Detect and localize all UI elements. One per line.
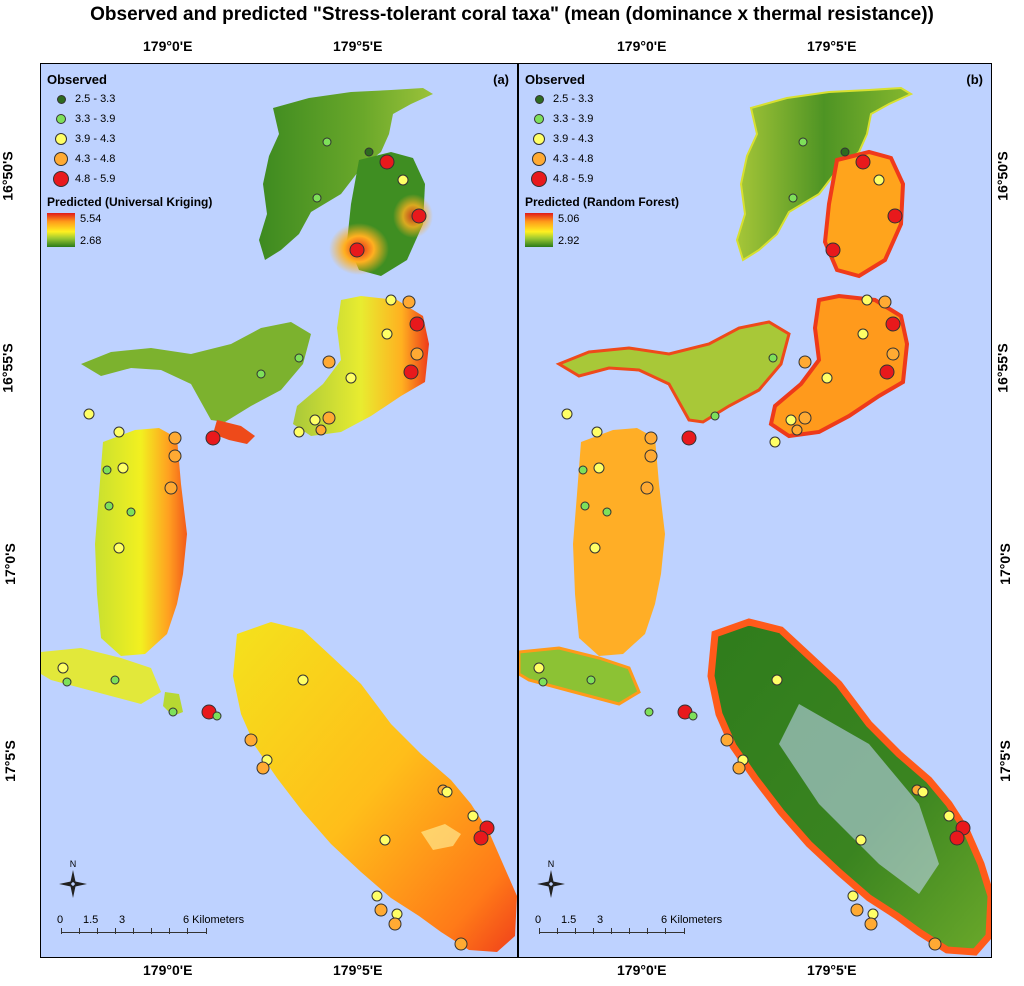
lon-tick-a1-bottom: 179°0'E [143,962,193,978]
scale-bar: 0 1.5 3 6 Kilometers [535,914,725,944]
north-label: N [70,859,77,869]
dot-icon [56,114,66,124]
dot-icon [53,171,69,187]
legend-class-2: 3.3 - 3.9 [47,109,212,129]
legend-b: Observed 2.5 - 3.3 3.3 - 3.9 3.9 - 4.3 4… [525,72,679,247]
dot-icon [533,133,545,145]
panel-letter: (a) [493,72,509,87]
lat-tick-left-2: 16°55'S [0,343,16,393]
lat-tick-left-4: 17°5'S [1,740,18,782]
dot-icon [534,94,544,104]
dot-icon [534,114,544,124]
lon-tick-a1-top: 179°0'E [143,38,193,54]
legend-class-1: 2.5 - 3.3 [47,89,212,109]
ramp-max: 5.06 [558,213,580,225]
legend-observed-title: Observed [525,72,585,87]
dot-icon [56,94,66,104]
dot-icon [54,152,68,166]
legend-predicted-title: Predicted (Random Forest) [525,195,680,209]
map-panel-a: Observed 2.5 - 3.3 3.3 - 3.9 3.9 - 4.3 4… [40,63,518,958]
color-ramp-bar [525,213,553,247]
lat-tick-left-3: 17°0'S [1,543,18,585]
ramp-min: 2.92 [558,235,580,247]
north-label: N [548,859,555,869]
legend-class-3: 3.9 - 4.3 [525,129,679,149]
lat-tick-right-3: 17°0'S [996,543,1013,585]
color-ramp-bar [47,213,75,247]
map-title: Observed and predicted "Stress-tolerant … [90,4,934,25]
dot-icon [532,152,546,166]
legend-class-5: 4.8 - 5.9 [47,169,212,189]
north-arrow-icon: N [59,859,87,898]
lon-tick-a2-top: 179°5'E [333,38,383,54]
lat-tick-right-2: 16°55'S [994,343,1011,393]
ramp-max: 5.54 [80,213,102,225]
legend-class-4: 4.3 - 4.8 [47,149,212,169]
legend-class-4: 4.3 - 4.8 [525,149,679,169]
lon-tick-b1-top: 179°0'E [617,38,667,54]
ramp-min: 2.68 [80,235,102,247]
panel-letter: (b) [966,72,983,87]
prediction-map-random-forest [519,86,991,956]
legend-a: Observed 2.5 - 3.3 3.3 - 3.9 3.9 - 4.3 4… [47,72,212,247]
dot-icon [55,133,67,145]
observed-points-b [533,137,971,951]
lat-tick-right-1: 16°50'S [994,151,1011,201]
lon-tick-b1-bottom: 179°0'E [617,962,667,978]
lat-tick-left-1: 16°50'S [0,151,16,201]
dot-icon [531,171,547,187]
map-panel-b: Observed 2.5 - 3.3 3.3 - 3.9 3.9 - 4.3 4… [518,63,992,958]
legend-class-2: 3.3 - 3.9 [525,109,679,129]
lon-tick-a2-bottom: 179°5'E [333,962,383,978]
scale-bar: 0 1.5 3 6 Kilometers [57,914,247,944]
lon-tick-b2-top: 179°5'E [807,38,857,54]
color-ramp: 5.06 2.92 [525,213,679,247]
observed-points-a [57,137,495,951]
legend-class-3: 3.9 - 4.3 [47,129,212,149]
color-ramp: 5.54 2.68 [47,213,212,247]
legend-predicted-title: Predicted (Universal Kriging) [47,195,213,209]
legend-observed-title: Observed [47,72,107,87]
lat-tick-right-4: 17°5'S [996,740,1013,782]
legend-class-5: 4.8 - 5.9 [525,169,679,189]
legend-class-1: 2.5 - 3.3 [525,89,679,109]
north-arrow-icon: N [537,859,565,898]
prediction-map-kriging [41,88,517,952]
lon-tick-b2-bottom: 179°5'E [807,962,857,978]
